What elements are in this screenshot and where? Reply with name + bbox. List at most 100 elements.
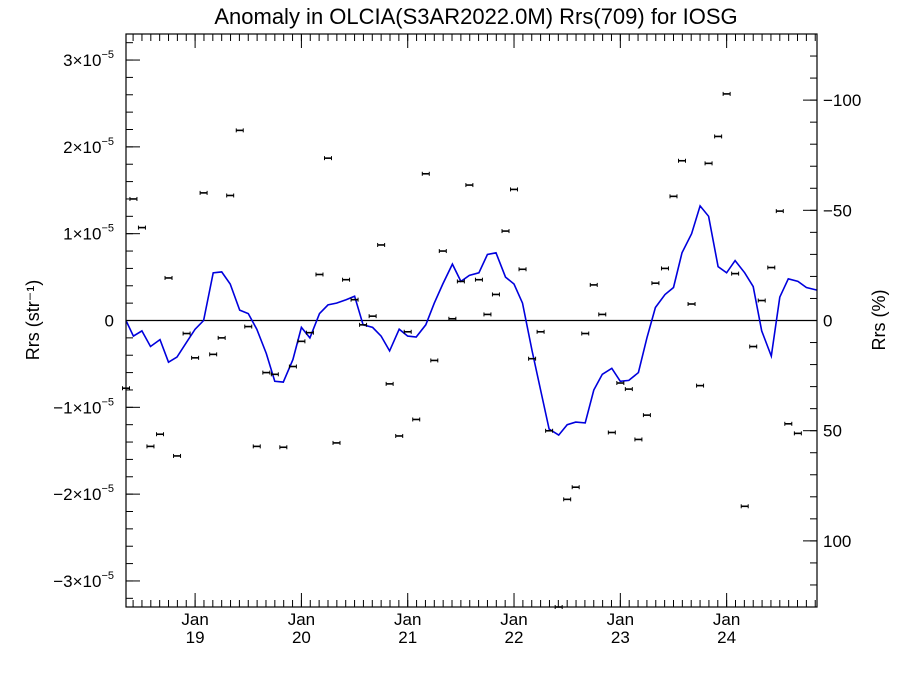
y-right-tick-label: 50 — [823, 422, 842, 441]
data-point — [332, 440, 341, 445]
x-tick-month-label: Jan — [500, 610, 527, 629]
data-point — [350, 297, 359, 302]
data-point — [634, 437, 643, 442]
x-tick-year-label: 23 — [611, 628, 630, 647]
data-point — [784, 421, 793, 426]
data-point — [430, 358, 439, 363]
data-point — [616, 381, 625, 386]
data-point — [262, 370, 271, 375]
data-point — [156, 432, 165, 437]
y-right-tick-label: 100 — [823, 532, 851, 551]
data-point — [368, 314, 377, 319]
data-point — [714, 134, 723, 139]
data-point — [483, 312, 492, 317]
data-point — [403, 329, 412, 334]
data-point — [456, 279, 465, 284]
x-tick-month-label: Jan — [713, 610, 740, 629]
data-point — [199, 190, 208, 195]
x-tick-month-label: Jan — [181, 610, 208, 629]
data-point — [288, 364, 297, 369]
data-point — [589, 282, 598, 287]
data-point — [421, 171, 430, 176]
anomaly-line-series — [125, 204, 818, 437]
y-tick-label: 0 — [105, 312, 114, 331]
y-tick-label: −1×10−5 — [53, 396, 114, 417]
x-tick-year-label: 24 — [717, 628, 736, 647]
data-point — [536, 329, 545, 334]
data-point — [677, 158, 686, 163]
data-point — [660, 266, 669, 271]
data-point — [651, 281, 660, 286]
x-tick-month-label: Jan — [394, 610, 421, 629]
data-point — [581, 331, 590, 336]
y-axis-label-left: Rrs (str⁻¹) — [23, 280, 43, 360]
data-point — [669, 194, 678, 199]
data-point — [377, 242, 386, 247]
y-tick-label: 2×10−5 — [63, 136, 114, 157]
data-point — [448, 316, 457, 321]
y-tick-label: −3×10−5 — [53, 570, 114, 591]
x-tick-year-label: 21 — [398, 628, 417, 647]
x-tick-year-label: 20 — [292, 628, 311, 647]
data-point — [757, 298, 766, 303]
data-point — [164, 275, 173, 280]
x-tick-month-label: Jan — [607, 610, 634, 629]
data-point — [270, 372, 279, 377]
x-tick-year-label: 22 — [505, 628, 524, 647]
data-point — [279, 445, 288, 450]
data-point — [501, 229, 510, 234]
data-point — [226, 193, 235, 198]
data-point — [571, 485, 580, 490]
data-point — [598, 312, 607, 317]
y-right-tick-label: −50 — [823, 201, 852, 220]
data-point — [235, 128, 244, 133]
data-point — [359, 322, 368, 327]
plot-area — [122, 91, 818, 609]
data-point — [793, 431, 802, 436]
data-point — [315, 272, 324, 277]
chart-title: Anomaly in OLCIA(S3AR2022.0M) Rrs(709) f… — [214, 4, 737, 29]
y-tick-label: −2×10−5 — [53, 483, 114, 504]
y-axis-label-right: Rrs (%) — [869, 290, 889, 351]
y-tick-label: 3×10−5 — [63, 49, 114, 70]
data-point — [687, 302, 696, 307]
y-right-tick-label: −100 — [823, 91, 861, 110]
data-point — [385, 381, 394, 386]
x-tick-month-label: Jan — [288, 610, 315, 629]
x-tick-year-label: 19 — [186, 628, 205, 647]
data-point — [252, 444, 261, 449]
y-tick-label: 1×10−5 — [63, 223, 114, 244]
data-point — [749, 344, 758, 349]
data-point — [775, 209, 784, 214]
data-point — [510, 187, 519, 192]
data-point — [209, 352, 218, 357]
data-point — [182, 331, 191, 336]
data-point — [217, 335, 226, 340]
data-point — [722, 91, 731, 96]
data-point — [297, 339, 306, 344]
data-point — [474, 277, 483, 282]
data-point — [624, 387, 633, 392]
data-point — [740, 504, 749, 509]
data-point — [146, 444, 155, 449]
data-point — [173, 453, 182, 458]
data-point — [704, 161, 713, 166]
data-point — [642, 413, 651, 418]
data-point — [137, 225, 146, 230]
data-point — [438, 249, 447, 254]
data-point — [607, 430, 616, 435]
data-point — [323, 156, 332, 161]
y-right-tick-label: 0 — [823, 312, 832, 331]
data-point — [545, 428, 554, 433]
data-point — [528, 356, 537, 361]
data-point — [563, 497, 572, 502]
data-point — [412, 417, 421, 422]
data-point — [491, 292, 500, 297]
axes: 3×10−5 2×10−5 1×10−5 0 −1×10−5 −2×10−5 −3×10−5… — [53, 33, 861, 647]
data-point — [731, 271, 740, 276]
data-point — [696, 383, 705, 388]
data-point — [305, 330, 314, 335]
data-point — [767, 265, 776, 270]
data-point — [518, 267, 527, 272]
